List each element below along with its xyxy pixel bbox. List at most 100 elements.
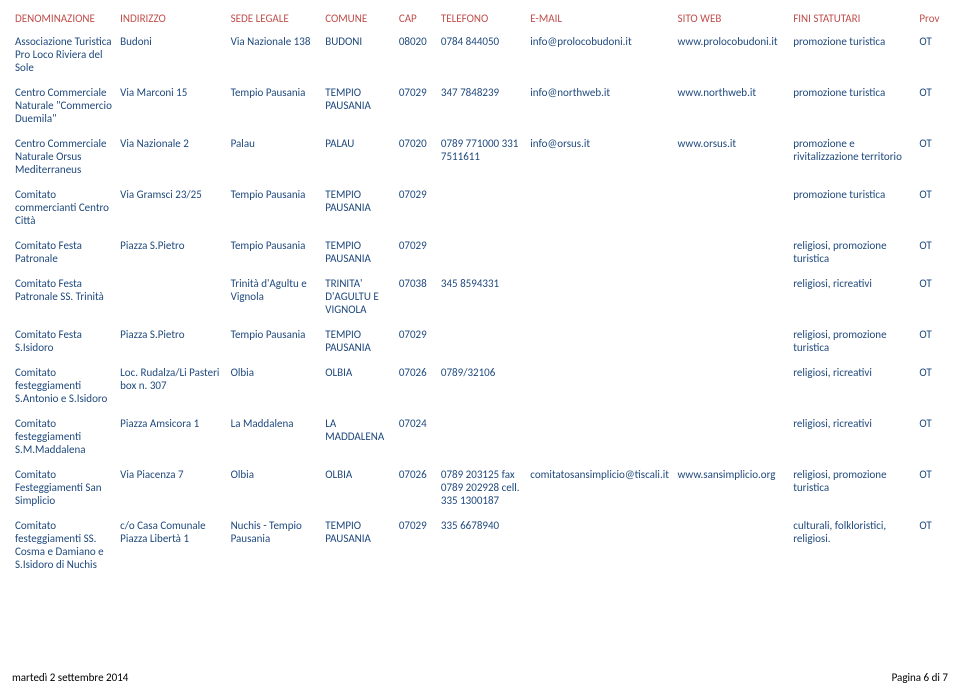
cell-mail: info@northweb.it	[527, 80, 674, 131]
col-prov: Prov	[916, 8, 948, 29]
cell-ind: Via Marconi 15	[117, 80, 227, 131]
cell-web	[675, 271, 791, 322]
cell-web	[675, 360, 791, 411]
cell-prov: OT	[916, 271, 948, 322]
cell-mail: comitatosansimplicio@tiscali.it	[527, 462, 674, 513]
table-row: Comitato Festa S.IsidoroPiazza S.PietroT…	[12, 322, 948, 360]
cell-sede: Tempio Pausania	[228, 80, 323, 131]
cell-tel: 0784 844050	[438, 29, 527, 80]
cell-sede: Tempio Pausania	[228, 182, 323, 233]
cell-prov: OT	[916, 182, 948, 233]
cell-ind: Loc. Rudalza/Li Pasteri box n. 307	[117, 360, 227, 411]
cell-web: www.sansimplicio.org	[675, 462, 791, 513]
col-cap: CAP	[396, 8, 438, 29]
cell-ind: Piazza S.Pietro	[117, 322, 227, 360]
col-sito-web: SITO WEB	[675, 8, 791, 29]
col-email: E-MAIL	[527, 8, 674, 29]
cell-cap: 07024	[396, 411, 438, 462]
cell-cap: 07038	[396, 271, 438, 322]
cell-com: OLBIA	[322, 462, 396, 513]
header-row: DENOMINAZIONE INDIRIZZO SEDE LEGALE COMU…	[12, 8, 948, 29]
cell-ind: Piazza S.Pietro	[117, 233, 227, 271]
col-denominazione: DENOMINAZIONE	[12, 8, 117, 29]
cell-ind: Via Nazionale 2	[117, 131, 227, 182]
cell-tel	[438, 233, 527, 271]
table-row: Associazione Turistica Pro Loco Riviera …	[12, 29, 948, 80]
cell-den: Associazione Turistica Pro Loco Riviera …	[12, 29, 117, 80]
table-row: Centro Commerciale Naturale Orsus Medite…	[12, 131, 948, 182]
cell-web: www.orsus.it	[675, 131, 791, 182]
cell-cap: 07020	[396, 131, 438, 182]
cell-fini: religiosi, promozione turistica	[790, 462, 916, 513]
cell-sede: Olbia	[228, 462, 323, 513]
cell-web	[675, 182, 791, 233]
cell-mail	[527, 513, 674, 577]
cell-tel	[438, 322, 527, 360]
cell-cap: 07026	[396, 462, 438, 513]
cell-sede: Tempio Pausania	[228, 233, 323, 271]
cell-fini: religiosi, ricreativi	[790, 271, 916, 322]
cell-prov: OT	[916, 360, 948, 411]
cell-den: Comitato festeggiamenti S.Antonio e S.Is…	[12, 360, 117, 411]
cell-sede: Tempio Pausania	[228, 322, 323, 360]
cell-mail: info@prolocobudoni.it	[527, 29, 674, 80]
cell-cap: 07029	[396, 322, 438, 360]
table-body: Associazione Turistica Pro Loco Riviera …	[12, 29, 948, 577]
cell-mail	[527, 360, 674, 411]
cell-mail	[527, 322, 674, 360]
cell-sede: Nuchis - Tempio Pausania	[228, 513, 323, 577]
col-comune: COMUNE	[322, 8, 396, 29]
cell-prov: OT	[916, 462, 948, 513]
table-row: Centro Commerciale Naturale "Commercio D…	[12, 80, 948, 131]
cell-den: Comitato Festa S.Isidoro	[12, 322, 117, 360]
cell-prov: OT	[916, 322, 948, 360]
cell-den: Comitato Festa Patronale	[12, 233, 117, 271]
cell-sede: Palau	[228, 131, 323, 182]
cell-mail	[527, 182, 674, 233]
cell-web	[675, 411, 791, 462]
col-telefono: TELEFONO	[438, 8, 527, 29]
cell-web: www.northweb.it	[675, 80, 791, 131]
cell-cap: 07029	[396, 513, 438, 577]
cell-com: BUDONI	[322, 29, 396, 80]
table-row: Comitato festeggiamenti SS. Cosma e Dami…	[12, 513, 948, 577]
cell-mail	[527, 411, 674, 462]
table-row: Comitato Festa Patronale SS. TrinitàTrin…	[12, 271, 948, 322]
cell-fini: promozione turistica	[790, 182, 916, 233]
col-fini-statutari: FINI STATUTARI	[790, 8, 916, 29]
cell-den: Comitato festeggiamenti SS. Cosma e Dami…	[12, 513, 117, 577]
cell-mail	[527, 233, 674, 271]
col-sede-legale: SEDE LEGALE	[228, 8, 323, 29]
cell-fini: promozione turistica	[790, 80, 916, 131]
cell-fini: promozione turistica	[790, 29, 916, 80]
cell-com: LA MADDALENA	[322, 411, 396, 462]
cell-tel: 345 8594331	[438, 271, 527, 322]
cell-fini: religiosi, ricreativi	[790, 411, 916, 462]
cell-mail	[527, 271, 674, 322]
cell-prov: OT	[916, 411, 948, 462]
cell-den: Centro Commerciale Naturale Orsus Medite…	[12, 131, 117, 182]
cell-ind: Budoni	[117, 29, 227, 80]
table-row: Comitato Festeggiamenti San SimplicioVia…	[12, 462, 948, 513]
cell-prov: OT	[916, 513, 948, 577]
cell-prov: OT	[916, 131, 948, 182]
cell-cap: 07029	[396, 182, 438, 233]
cell-prov: OT	[916, 233, 948, 271]
cell-ind: c/o Casa Comunale Piazza Libertà 1	[117, 513, 227, 577]
cell-tel: 0789 203125 fax 0789 202928 cell. 335 13…	[438, 462, 527, 513]
cell-sede: Trinità d'Agultu e Vignola	[228, 271, 323, 322]
table-row: Comitato Festa PatronalePiazza S.PietroT…	[12, 233, 948, 271]
associations-table: DENOMINAZIONE INDIRIZZO SEDE LEGALE COMU…	[12, 8, 948, 577]
cell-cap: 07029	[396, 80, 438, 131]
cell-ind: Via Gramsci 23/25	[117, 182, 227, 233]
cell-tel	[438, 411, 527, 462]
cell-mail: info@orsus.it	[527, 131, 674, 182]
cell-com: TRINITA' D'AGULTU E VIGNOLA	[322, 271, 396, 322]
page-footer: martedì 2 settembre 2014 Pagina 6 di 7	[12, 671, 948, 684]
cell-prov: OT	[916, 80, 948, 131]
cell-tel: 347 7848239	[438, 80, 527, 131]
table-row: Comitato commercianti Centro CittàVia Gr…	[12, 182, 948, 233]
cell-tel: 335 6678940	[438, 513, 527, 577]
cell-sede: La Maddalena	[228, 411, 323, 462]
cell-web	[675, 233, 791, 271]
